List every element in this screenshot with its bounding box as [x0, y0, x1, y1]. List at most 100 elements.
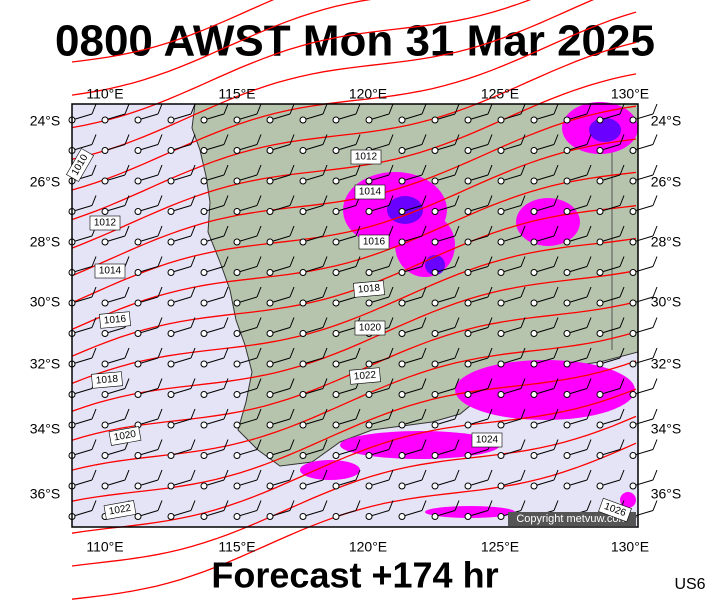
barb-feather — [586, 103, 592, 115]
isobar-label: 1022 — [349, 367, 381, 385]
barb-feather — [421, 103, 427, 115]
barb-station — [563, 452, 571, 459]
barb-station — [596, 147, 604, 154]
barb-feather — [652, 134, 658, 145]
barb-station — [629, 360, 637, 368]
barb-station — [464, 177, 472, 185]
barb-station — [266, 330, 274, 337]
barb-station — [233, 360, 241, 368]
barb-station — [563, 391, 571, 398]
isobar-label-box — [94, 263, 126, 279]
barb-feather — [223, 469, 229, 481]
barb-feather — [421, 225, 427, 237]
barb-feather — [289, 225, 295, 237]
barb-station — [266, 482, 274, 490]
barb-station — [167, 482, 175, 490]
barb-station — [266, 391, 274, 398]
barb-feather — [124, 378, 130, 389]
barb-feather — [652, 164, 658, 176]
barb-station — [167, 421, 175, 429]
barb-feather — [322, 317, 328, 328]
barb-feather — [190, 347, 196, 359]
isobar-label-box — [108, 426, 142, 446]
barb-feather — [289, 164, 295, 176]
barb-station — [167, 147, 175, 154]
barb-feather — [487, 164, 493, 176]
barb-feather — [157, 439, 163, 450]
barb-feather — [586, 164, 592, 176]
barb-station — [398, 238, 406, 246]
barb-station — [266, 452, 274, 459]
barb-feather — [520, 317, 526, 328]
barb-station — [431, 299, 439, 307]
latitude-label: 28°S — [651, 234, 682, 250]
barb-feather — [355, 347, 361, 359]
barb-station — [497, 299, 505, 307]
barb-feather — [388, 347, 394, 359]
isobar-label-box — [91, 371, 123, 389]
barb-feather — [652, 408, 658, 420]
barb-feather — [454, 195, 460, 206]
barb-feather — [487, 134, 493, 145]
barb-feather — [553, 347, 559, 359]
barb-station — [101, 116, 109, 124]
barb-station — [398, 391, 406, 398]
barb-feather — [223, 408, 229, 420]
latitude-label: 26°S — [651, 174, 682, 190]
barb-station — [233, 421, 241, 429]
barb-station — [497, 482, 505, 490]
isobar-label-box — [353, 280, 385, 298]
barb-station — [299, 391, 307, 398]
barb-station — [596, 360, 604, 368]
barb-feather — [157, 134, 163, 145]
barb-feather — [190, 103, 196, 115]
barb-station — [464, 269, 472, 276]
isobar-label: 1014 — [354, 184, 386, 200]
barb-station — [134, 330, 142, 337]
barb-feather — [223, 317, 229, 328]
latitude-label: 30°S — [651, 294, 682, 310]
barb-feather — [619, 103, 625, 115]
barb-feather — [322, 347, 328, 359]
barb-station — [629, 147, 637, 154]
barb-station — [332, 299, 340, 307]
barb-station — [332, 452, 340, 459]
copyright: Copyright metvuw.com — [516, 513, 627, 525]
barb-station — [134, 269, 142, 276]
barb-station — [266, 513, 274, 520]
barb-station — [497, 452, 505, 459]
barb-station — [101, 238, 109, 246]
barb-station — [200, 452, 208, 459]
barb-feather — [91, 103, 97, 115]
barb-feather — [619, 439, 625, 450]
barb-station — [200, 208, 208, 215]
barb-station — [563, 330, 571, 337]
barb-feather — [157, 286, 163, 298]
isobar-label-text: 1014 — [359, 187, 382, 198]
barb-feather — [388, 439, 394, 450]
barb-feather — [289, 469, 295, 481]
barb-feather — [454, 347, 460, 359]
barb-feather — [619, 134, 625, 145]
barb-station — [266, 360, 274, 368]
barb-station — [167, 269, 175, 276]
longitude-label: 115°E — [218, 86, 255, 102]
isobar — [71, 237, 637, 385]
barb-feather — [223, 225, 229, 237]
barb-station — [464, 116, 472, 124]
latitude-label: 34°S — [30, 421, 61, 437]
barb-feather — [388, 317, 394, 328]
barb-station — [134, 147, 142, 154]
barb-station — [398, 177, 406, 185]
barb-feather — [355, 469, 361, 481]
barb-station — [332, 391, 340, 398]
barb-station — [497, 513, 505, 520]
barb-station — [596, 452, 604, 459]
barb-feather — [91, 286, 97, 298]
barb-feather — [322, 256, 328, 267]
isobar-label-text: 1020 — [113, 429, 137, 444]
barb-feather — [421, 378, 427, 389]
isobar — [71, 388, 637, 534]
latitude-label: 34°S — [651, 421, 682, 437]
barb-station — [233, 391, 241, 398]
